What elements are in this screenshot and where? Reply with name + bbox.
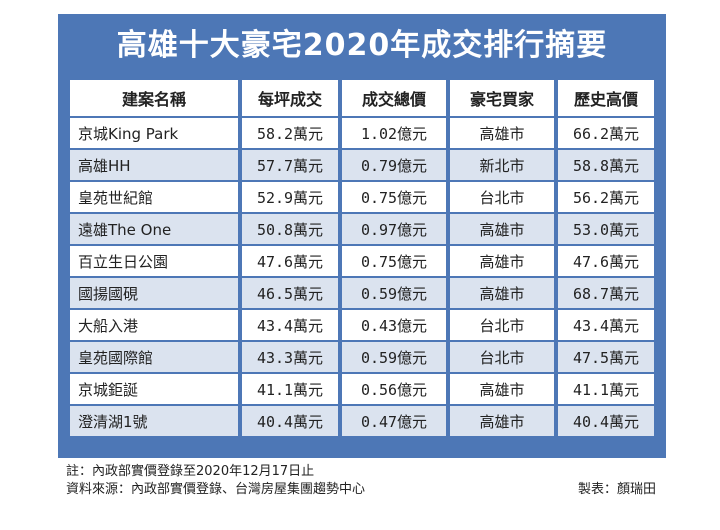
table-row: 高雄HH 57.7萬元 0.79億元 新北市 58.8萬元 <box>70 150 654 180</box>
source-note: 資料來源：內政部實價登錄、台灣房屋集團趨勢中心 <box>66 482 366 497</box>
page-title: 高雄十大豪宅2020年成交排行摘要 <box>116 28 608 63</box>
cell-project: 京城鉅誕 <box>70 374 238 404</box>
cell-buyer: 高雄市 <box>450 406 554 436</box>
cell-total-price: 0.75億元 <box>342 246 446 276</box>
cell-buyer: 高雄市 <box>450 214 554 244</box>
column-header-total-price: 成交總價 <box>342 80 446 116</box>
cell-total-price: 0.59億元 <box>342 278 446 308</box>
cell-record-price: 40.4萬元 <box>558 406 654 436</box>
cell-buyer: 高雄市 <box>450 278 554 308</box>
ranking-table: 建案名稱 每坪成交 成交總價 豪宅買家 歷史高價 京城King Park 58.2… <box>66 78 658 438</box>
table-row: 國揚國硯 46.5萬元 0.59億元 高雄市 68.7萬元 <box>70 278 654 308</box>
cell-price-per-ping: 46.5萬元 <box>242 278 338 308</box>
cell-record-price: 68.7萬元 <box>558 278 654 308</box>
cell-record-price: 41.1萬元 <box>558 374 654 404</box>
column-header-record-price: 歷史高價 <box>558 80 654 116</box>
cell-price-per-ping: 57.7萬元 <box>242 150 338 180</box>
column-header-project: 建案名稱 <box>70 80 238 116</box>
cell-price-per-ping: 41.1萬元 <box>242 374 338 404</box>
cell-total-price: 0.79億元 <box>342 150 446 180</box>
cell-project: 百立生日公園 <box>70 246 238 276</box>
cell-buyer: 新北市 <box>450 150 554 180</box>
infographic-card: 高雄十大豪宅2020年成交排行摘要 建案名稱 每坪成交 成交總價 豪宅買家 歷史… <box>58 14 666 497</box>
cell-price-per-ping: 50.8萬元 <box>242 214 338 244</box>
cell-record-price: 56.2萬元 <box>558 182 654 212</box>
cell-record-price: 47.6萬元 <box>558 246 654 276</box>
footnote: 註：內政部實價登錄至2020年12月17日止 <box>66 464 315 479</box>
cell-project: 大船入港 <box>70 310 238 340</box>
cell-price-per-ping: 40.4萬元 <box>242 406 338 436</box>
table-row: 皇苑國際館 43.3萬元 0.59億元 台北市 47.5萬元 <box>70 342 654 372</box>
cell-buyer: 台北市 <box>450 182 554 212</box>
footer: 註：內政部實價登錄至2020年12月17日止 資料來源：內政部實價登錄、台灣房屋… <box>58 458 666 497</box>
table-row: 百立生日公園 47.6萬元 0.75億元 高雄市 47.6萬元 <box>70 246 654 276</box>
cell-buyer: 台北市 <box>450 310 554 340</box>
cell-total-price: 0.97億元 <box>342 214 446 244</box>
table-row: 大船入港 43.4萬元 0.43億元 台北市 43.4萬元 <box>70 310 654 340</box>
table-row: 澄清湖1號 40.4萬元 0.47億元 高雄市 40.4萬元 <box>70 406 654 436</box>
cell-record-price: 58.8萬元 <box>558 150 654 180</box>
cell-record-price: 66.2萬元 <box>558 118 654 148</box>
table-row: 京城King Park 58.2萬元 1.02億元 高雄市 66.2萬元 <box>70 118 654 148</box>
cell-buyer: 高雄市 <box>450 246 554 276</box>
cell-project: 京城King Park <box>70 118 238 148</box>
cell-price-per-ping: 43.3萬元 <box>242 342 338 372</box>
cell-buyer: 高雄市 <box>450 118 554 148</box>
cell-record-price: 47.5萬元 <box>558 342 654 372</box>
cell-total-price: 0.47億元 <box>342 406 446 436</box>
cell-project: 澄清湖1號 <box>70 406 238 436</box>
table-container: 建案名稱 每坪成交 成交總價 豪宅買家 歷史高價 京城King Park 58.2… <box>58 70 666 458</box>
credit-note: 製表：顏瑞田 <box>577 482 656 497</box>
cell-price-per-ping: 58.2萬元 <box>242 118 338 148</box>
cell-price-per-ping: 47.6萬元 <box>242 246 338 276</box>
cell-project: 高雄HH <box>70 150 238 180</box>
cell-record-price: 43.4萬元 <box>558 310 654 340</box>
cell-price-per-ping: 52.9萬元 <box>242 182 338 212</box>
title-bar: 高雄十大豪宅2020年成交排行摘要 <box>58 14 666 70</box>
cell-record-price: 53.0萬元 <box>558 214 654 244</box>
cell-buyer: 台北市 <box>450 342 554 372</box>
cell-total-price: 0.59億元 <box>342 342 446 372</box>
cell-project: 遠雄The One <box>70 214 238 244</box>
column-header-buyer: 豪宅買家 <box>450 80 554 116</box>
table-row: 遠雄The One 50.8萬元 0.97億元 高雄市 53.0萬元 <box>70 214 654 244</box>
cell-total-price: 0.43億元 <box>342 310 446 340</box>
cell-total-price: 1.02億元 <box>342 118 446 148</box>
cell-project: 皇苑世紀館 <box>70 182 238 212</box>
cell-project: 皇苑國際館 <box>70 342 238 372</box>
cell-buyer: 高雄市 <box>450 374 554 404</box>
table-row: 京城鉅誕 41.1萬元 0.56億元 高雄市 41.1萬元 <box>70 374 654 404</box>
cell-project: 國揚國硯 <box>70 278 238 308</box>
cell-total-price: 0.75億元 <box>342 182 446 212</box>
header-row: 建案名稱 每坪成交 成交總價 豪宅買家 歷史高價 <box>70 80 654 116</box>
cell-total-price: 0.56億元 <box>342 374 446 404</box>
table-row: 皇苑世紀館 52.9萬元 0.75億元 台北市 56.2萬元 <box>70 182 654 212</box>
column-header-price-per-ping: 每坪成交 <box>242 80 338 116</box>
cell-price-per-ping: 43.4萬元 <box>242 310 338 340</box>
